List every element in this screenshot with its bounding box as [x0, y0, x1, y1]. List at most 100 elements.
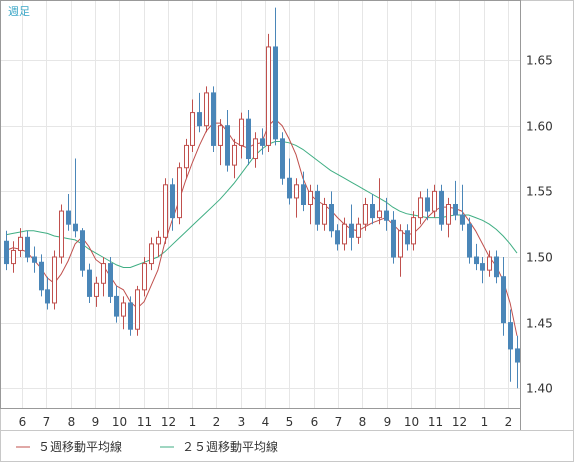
x-tick-label: 1 — [189, 415, 197, 429]
candle-down — [197, 112, 202, 127]
period-label: 週足 — [8, 5, 30, 18]
x-tick-label: 12 — [161, 415, 176, 429]
candle-up — [163, 184, 168, 238]
x-tick-label: 6 — [311, 415, 319, 429]
legend-ma25-label: ２５週移動平均線 — [182, 439, 278, 454]
candle-down — [273, 46, 278, 140]
candle-down — [4, 240, 9, 265]
y-tick-label: 1.55 — [526, 185, 553, 199]
x-tick-label: 6 — [19, 415, 27, 429]
candle-up — [18, 236, 23, 251]
candle-down — [508, 322, 513, 350]
grid — [1, 1, 520, 408]
candle-up — [342, 223, 347, 245]
candle-down — [73, 223, 78, 232]
y-tick-label: 1.60 — [526, 120, 553, 134]
candle-down — [287, 177, 292, 199]
candle-up — [253, 138, 258, 160]
candle-up — [487, 256, 492, 271]
candle-up — [322, 204, 327, 225]
candle-down — [87, 269, 92, 297]
candle-down — [480, 263, 485, 271]
candle-down — [494, 256, 499, 278]
y-tick-label: 1.40 — [526, 382, 553, 396]
candle-down — [114, 295, 119, 317]
x-tick-label: 2 — [505, 415, 513, 429]
legend: ５週移動平均線 ２５週移動平均線 — [16, 439, 278, 454]
candle-down — [501, 276, 506, 324]
candle-down — [225, 125, 230, 166]
candle-up — [59, 210, 64, 258]
x-tick-label: 8 — [68, 415, 76, 429]
candle-up — [121, 302, 126, 317]
x-tick-label: 4 — [262, 415, 270, 429]
x-tick-label: 2 — [213, 415, 221, 429]
candle-down — [39, 261, 44, 291]
candle-up — [142, 263, 147, 291]
candle-up — [11, 249, 16, 265]
candle-down — [425, 197, 430, 212]
candle-down — [460, 214, 465, 225]
candle-up — [266, 46, 271, 146]
candle-down — [474, 256, 479, 265]
candle-down — [211, 92, 216, 146]
candle-up — [363, 204, 368, 225]
candle-up — [135, 289, 140, 330]
candle-up — [218, 125, 223, 146]
y-tick-label: 1.45 — [526, 317, 553, 331]
x-tick-label: 1 — [481, 415, 489, 429]
candle-down — [453, 204, 458, 216]
candle-down — [391, 219, 396, 258]
candle-up — [94, 282, 99, 297]
candle-down — [439, 190, 444, 225]
candle-down — [66, 210, 71, 225]
candle-up — [398, 230, 403, 258]
candle-up — [184, 144, 189, 169]
x-tick-label: 12 — [452, 415, 467, 429]
candle-down — [405, 230, 410, 245]
candle-down — [25, 236, 30, 258]
x-tick-label: 10 — [112, 415, 127, 429]
candle-up — [190, 112, 195, 146]
candle-layer — [4, 7, 520, 389]
candle-up — [418, 197, 423, 219]
candle-down — [246, 118, 251, 160]
candle-down — [108, 263, 113, 297]
candle-down — [335, 230, 340, 245]
candle-up — [308, 190, 313, 206]
candle-up — [156, 236, 161, 245]
candle-up — [239, 118, 244, 146]
x-tick-labels: 6 7 8 9 10 11 12 1 2 3 4 5 6 7 8 9 10 11 12 1 2 — [19, 415, 513, 429]
candle-down — [32, 256, 37, 263]
candle-up — [149, 243, 154, 265]
candle-up — [232, 144, 237, 166]
legend-ma5-label: ５週移動平均線 — [38, 439, 122, 454]
candle-up — [356, 223, 361, 238]
candle-down — [80, 230, 85, 271]
x-tick-label: 9 — [384, 415, 392, 429]
x-tick-label: 7 — [43, 415, 51, 429]
candle-up — [52, 256, 57, 304]
candle-down — [280, 138, 285, 179]
candle-up — [101, 263, 106, 284]
candle-down — [467, 223, 472, 258]
candle-down — [384, 210, 389, 221]
candle-down — [370, 204, 375, 219]
candle-up — [377, 210, 382, 219]
x-tick-label: 11 — [137, 415, 152, 429]
x-tick-label: 11 — [428, 415, 443, 429]
candle-up — [446, 204, 451, 225]
x-tick-label: 9 — [92, 415, 100, 429]
candle-down — [170, 184, 175, 219]
candle-down — [515, 348, 520, 363]
candle-up — [294, 184, 299, 199]
candle-up — [411, 217, 416, 245]
x-tick-label: 7 — [335, 415, 343, 429]
candle-up — [204, 92, 209, 127]
candle-up — [177, 167, 182, 219]
y-tick-label: 1.50 — [526, 251, 553, 265]
y-tick-label: 1.65 — [526, 54, 553, 68]
x-tick-label: 5 — [286, 415, 294, 429]
